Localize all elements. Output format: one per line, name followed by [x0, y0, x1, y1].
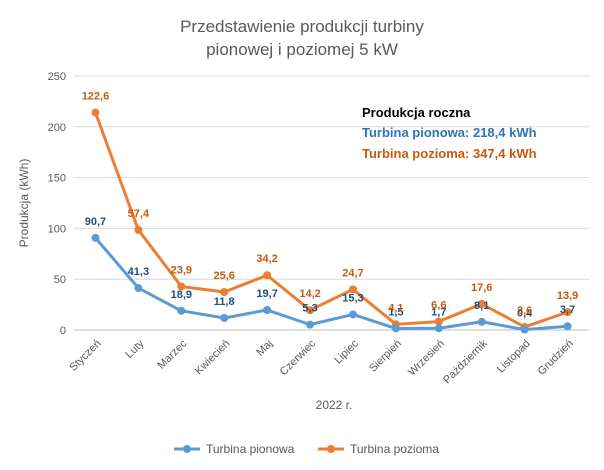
legend-label: Turbina pionowa — [206, 442, 295, 456]
data-point — [220, 288, 229, 297]
chart-title-line-1: Przedstawienie produkcji turbiny — [180, 17, 424, 36]
data-label: 34,2 — [256, 253, 277, 265]
data-label: 25,6 — [213, 270, 234, 282]
annotation-heading: Produkcja roczna — [362, 105, 471, 120]
x-tick-label: Październik — [441, 337, 490, 386]
data-label: 23,9 — [171, 265, 192, 277]
data-point — [348, 310, 357, 319]
data-label: 1,5 — [388, 306, 403, 318]
data-point — [520, 325, 529, 334]
data-point — [91, 108, 100, 117]
y-axis-ticks: 0 50 100 150 200 250 — [48, 71, 66, 337]
chart-title-line-2: pionowej i poziomej 5 kW — [206, 40, 398, 59]
data-point — [306, 320, 315, 329]
x-tick-label: Luty — [123, 337, 147, 361]
data-point — [263, 305, 272, 314]
data-label: 24,7 — [342, 267, 363, 279]
data-label: 19,7 — [256, 288, 277, 300]
data-point — [477, 317, 486, 326]
data-label: 13,9 — [557, 290, 578, 302]
y-tick-label: 0 — [60, 325, 66, 337]
x-tick-label: Maj — [254, 338, 275, 359]
data-label: 122,6 — [82, 91, 110, 103]
annotation-line-vertical: Turbina pionowa: 218,4 kWh — [362, 125, 537, 140]
data-label: 2,6 — [517, 305, 532, 317]
data-point — [434, 317, 443, 326]
x-tick-label: Marzec — [155, 337, 189, 371]
legend: Turbina pionowa Turbina pozioma — [174, 442, 439, 456]
y-tick-label: 200 — [48, 122, 66, 134]
data-labels: 90,7 41,3 18,9 11,8 19,7 5,3 15,3 1,5 1,7 8,1 0,4 3… — [82, 91, 579, 320]
x-tick-label: Grudzień — [536, 338, 576, 378]
data-label: 8,1 — [474, 300, 489, 312]
series-horizontal — [91, 108, 572, 331]
x-axis-label: 2022 r. — [316, 398, 353, 412]
data-label: 6,6 — [431, 300, 446, 312]
annotation-line-horizontal: Turbina pozioma: 347,4 kWh — [362, 146, 537, 161]
legend-item-vertical: Turbina pionowa — [174, 442, 295, 456]
legend-marker — [327, 445, 335, 453]
y-tick-label: 250 — [48, 71, 66, 83]
legend-marker — [183, 445, 191, 453]
x-tick-label: Kwiecień — [193, 338, 233, 378]
series-line — [94, 112, 569, 329]
y-axis-label: Produkcja (kWh) — [17, 159, 31, 248]
data-label: 14,2 — [299, 288, 320, 300]
data-point — [563, 322, 572, 331]
y-tick-label: 150 — [48, 173, 66, 185]
annual-production-annotation: Produkcja roczna Turbina pionowa: 218,4 … — [362, 105, 537, 161]
data-point — [434, 324, 443, 333]
chart-title: Przedstawienie produkcji turbiny pionowe… — [180, 17, 424, 59]
data-point — [563, 308, 572, 317]
x-tick-label: Styczeń — [67, 338, 103, 374]
data-label: 4,1 — [388, 302, 403, 314]
x-axis-ticks: Styczeń Luty Marzec Kwiecień Maj Czerwiec Lipi… — [67, 337, 575, 386]
data-point — [391, 324, 400, 333]
series-layer — [91, 108, 572, 334]
data-label: 15,3 — [342, 292, 363, 304]
legend-label: Turbina pozioma — [350, 442, 439, 456]
data-label: 90,7 — [85, 216, 106, 228]
y-tick-label: 50 — [54, 274, 66, 286]
series-line — [94, 236, 568, 332]
x-tick-label: Lipiec — [332, 337, 361, 366]
data-point — [348, 285, 357, 294]
x-tick-label: Listopad — [495, 338, 533, 376]
data-point — [134, 225, 143, 234]
x-tick-label: Sierpień — [367, 338, 404, 375]
data-point — [220, 314, 229, 323]
data-label: 1,7 — [431, 306, 446, 318]
data-label: 41,3 — [128, 266, 149, 278]
data-point — [91, 233, 100, 242]
data-label: 18,9 — [171, 289, 192, 301]
data-point — [306, 306, 315, 315]
x-tick-label: Wrzesień — [406, 338, 447, 379]
data-label: 0,4 — [517, 308, 533, 320]
data-label: 57,4 — [128, 208, 150, 220]
legend-item-horizontal: Turbina pozioma — [318, 442, 439, 456]
data-label: 5,3 — [302, 303, 317, 315]
y-tick-label: 100 — [48, 223, 66, 235]
data-point — [177, 282, 186, 291]
data-point — [177, 306, 186, 315]
data-label: 3,7 — [560, 304, 575, 316]
data-label: 11,8 — [214, 296, 235, 308]
data-point — [263, 271, 272, 280]
data-label: 17,6 — [471, 282, 492, 294]
x-tick-label: Czerwiec — [278, 337, 319, 378]
data-point — [134, 284, 143, 293]
data-point — [477, 299, 486, 308]
series-vertical — [91, 233, 572, 334]
gridlines — [74, 75, 589, 331]
